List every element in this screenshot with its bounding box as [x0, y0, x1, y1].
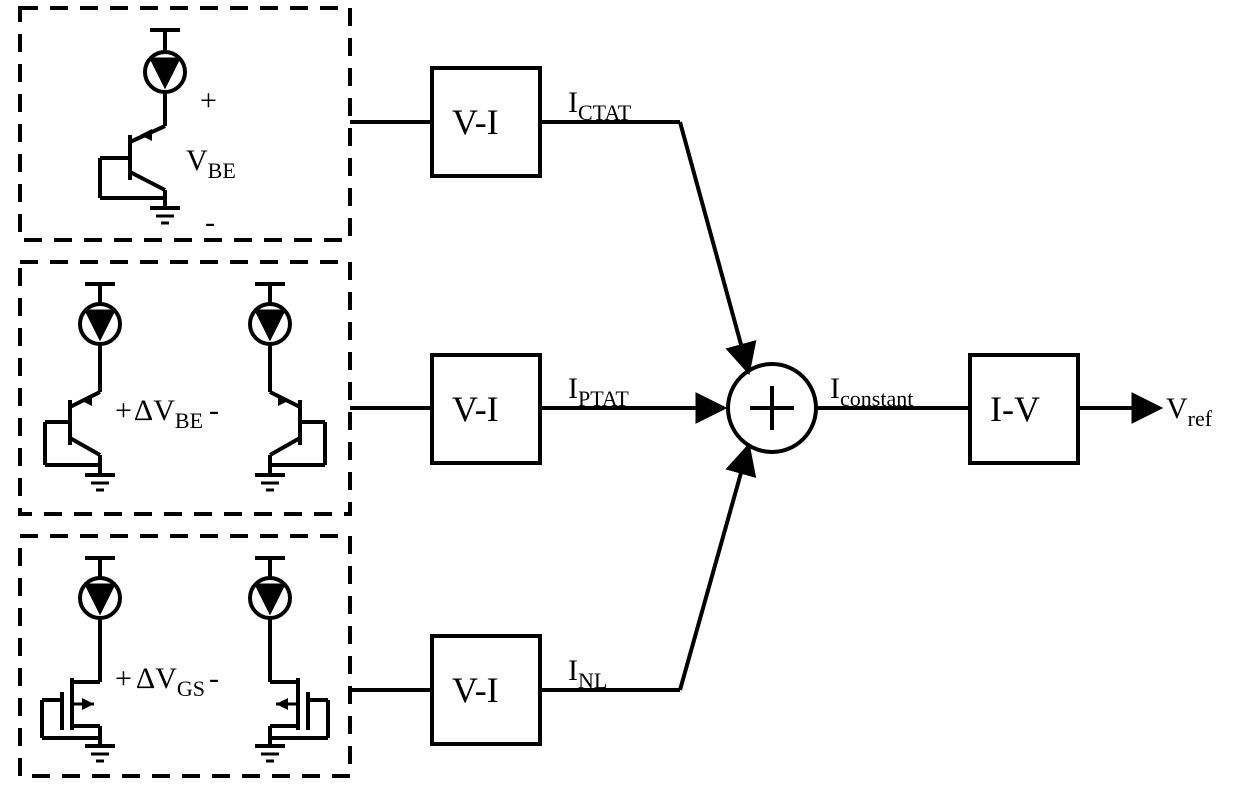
svg-text:V-I: V-I — [452, 102, 499, 142]
wire-ictat: ICTAT — [540, 86, 748, 370]
vi-box-2: V-I — [432, 355, 540, 463]
summing-node — [728, 364, 816, 452]
iconstant-label: Iconstant — [830, 372, 913, 411]
vi-box-1: V-I — [432, 68, 540, 176]
vref-label: Vref — [1166, 392, 1213, 431]
minus-label: - — [205, 206, 215, 239]
mosfet-icon — [42, 668, 100, 746]
mosfet-icon — [270, 668, 328, 746]
right-bjt-branch — [250, 284, 325, 490]
circuit-block-diagram: + VBE - — [0, 0, 1240, 786]
svg-text:V-I: V-I — [452, 389, 499, 429]
ground-icon — [150, 208, 180, 223]
bjt-icon — [270, 392, 325, 475]
ground-icon — [85, 475, 115, 490]
iptat-label: IPTAT — [568, 372, 629, 411]
right-mos-branch — [250, 558, 328, 761]
inl-label: INL — [568, 654, 607, 693]
dvgs-label: +ΔVGS- — [115, 662, 219, 701]
ictat-label: ICTAT — [568, 86, 632, 125]
dvbe-label: +ΔVBE- — [115, 394, 219, 433]
block-vbe: + VBE - — [20, 8, 350, 240]
ground-icon — [255, 746, 285, 761]
block-dvbe: +ΔVBE- — [20, 262, 350, 514]
plus-label: + — [200, 84, 217, 117]
svg-text:I-V: I-V — [990, 389, 1040, 429]
vbe-label: VBE — [186, 144, 236, 183]
dashed-box-1 — [20, 8, 350, 240]
vi-box-3: V-I — [432, 636, 540, 744]
bjt-icon — [45, 392, 100, 475]
wire-vref: Vref — [1078, 392, 1213, 431]
wire-iconstant: Iconstant — [816, 372, 970, 411]
block-dvgs: +ΔVGS- — [20, 536, 350, 776]
svg-text:V-I: V-I — [452, 670, 499, 710]
ground-icon — [255, 475, 285, 490]
wire-iptat: IPTAT — [540, 372, 722, 411]
iv-box: I-V — [970, 355, 1078, 463]
ground-icon — [85, 746, 115, 761]
left-bjt-branch — [45, 284, 120, 490]
bjt-icon — [100, 126, 165, 208]
wire-inl: INL — [540, 448, 748, 693]
left-mos-branch — [42, 558, 120, 761]
dashed-box-2 — [20, 262, 350, 514]
